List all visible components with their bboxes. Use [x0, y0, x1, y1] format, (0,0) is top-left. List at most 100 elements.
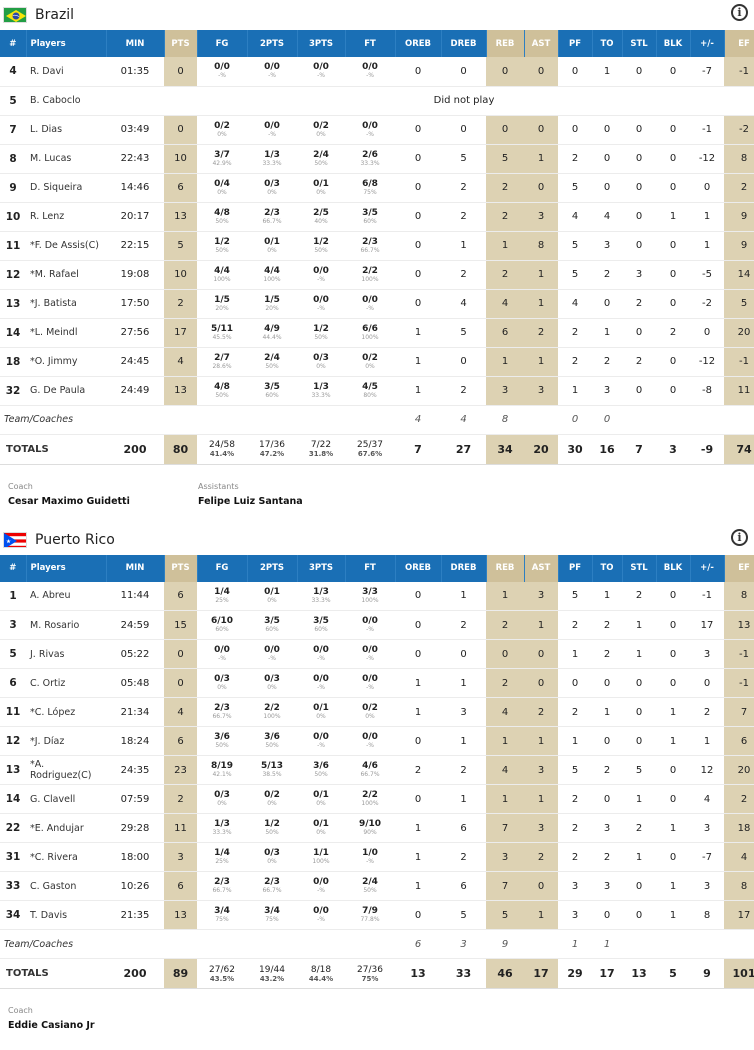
- column-header[interactable]: MIN: [106, 554, 165, 582]
- column-header[interactable]: FG: [197, 30, 248, 57]
- stat-pts: 23: [164, 755, 197, 785]
- player-name-link[interactable]: C. Gaston: [26, 871, 106, 901]
- column-header[interactable]: REB: [486, 30, 525, 57]
- stat-oreb: 0: [395, 144, 441, 174]
- player-name-link[interactable]: T. Davis: [26, 900, 106, 930]
- info-icon[interactable]: i: [731, 528, 748, 546]
- player-name-link[interactable]: *L. Meindl: [26, 318, 106, 348]
- column-header[interactable]: PTS: [164, 30, 198, 57]
- stat-to: 0: [592, 289, 622, 319]
- column-header[interactable]: DREB: [441, 30, 487, 57]
- column-header[interactable]: TO: [592, 554, 623, 582]
- player-name-link[interactable]: D. Siqueira: [26, 173, 106, 203]
- column-header[interactable]: AST: [524, 554, 559, 582]
- player-name-link[interactable]: *F. De Assis(C): [26, 231, 106, 261]
- player-name-link[interactable]: *A. Rodriguez(C): [26, 755, 106, 785]
- column-header[interactable]: TO: [592, 30, 623, 57]
- stat-ef: 8: [724, 581, 754, 611]
- info-icon[interactable]: i: [731, 4, 748, 21]
- player-name-link[interactable]: *E. Andujar: [26, 813, 106, 843]
- player-name-link[interactable]: G. De Paula: [26, 376, 106, 406]
- player-name-link[interactable]: *C. Rivera: [26, 842, 106, 872]
- stat-made-attempted: 0/0: [214, 645, 230, 655]
- column-header[interactable]: PTS: [164, 554, 198, 582]
- stat-percentage: 66.7%: [262, 887, 282, 894]
- stat-percentage: 0%: [267, 246, 277, 254]
- column-header[interactable]: BLK: [656, 554, 691, 582]
- player-name-link[interactable]: M. Lucas: [26, 144, 106, 174]
- column-header[interactable]: FT: [345, 554, 396, 582]
- player-name-link[interactable]: C. Ortiz: [26, 668, 106, 698]
- column-header[interactable]: #: [0, 554, 27, 582]
- stat-made-attempted: 3/6: [264, 732, 280, 742]
- column-header[interactable]: 2PTS: [247, 554, 298, 582]
- player-name-link[interactable]: R. Lenz: [26, 202, 106, 232]
- column-header[interactable]: REB: [486, 554, 525, 582]
- column-header[interactable]: EF: [724, 30, 754, 57]
- column-header[interactable]: +/-: [690, 30, 725, 57]
- column-header[interactable]: Players: [26, 554, 107, 582]
- column-header[interactable]: STL: [622, 554, 657, 582]
- player-name-link[interactable]: L. Dias: [26, 115, 106, 145]
- column-header[interactable]: PF: [558, 30, 593, 57]
- column-header[interactable]: DREB: [441, 554, 487, 582]
- player-name-link[interactable]: *C. López: [26, 697, 106, 727]
- column-header[interactable]: #: [0, 30, 27, 57]
- player-name-link[interactable]: *M. Rafael: [26, 260, 106, 290]
- stat-pts: 13: [164, 900, 197, 930]
- column-header[interactable]: Players: [26, 30, 107, 57]
- player-number: 11: [0, 231, 26, 261]
- player-name-link[interactable]: R. Davi: [26, 57, 106, 87]
- column-header[interactable]: PF: [558, 554, 593, 582]
- player-name-link[interactable]: A. Abreu: [26, 581, 106, 611]
- stat-percentage: 0%: [316, 362, 326, 370]
- stat-pm: -1: [690, 581, 724, 611]
- stat-pf: 5: [558, 173, 592, 203]
- column-header[interactable]: FG: [197, 554, 248, 582]
- player-number: 3: [0, 610, 26, 640]
- column-header[interactable]: MIN: [106, 30, 165, 57]
- stat-pm: 4: [690, 784, 724, 814]
- column-header[interactable]: EF: [724, 554, 754, 582]
- column-header[interactable]: AST: [524, 30, 559, 57]
- column-header[interactable]: FT: [345, 30, 396, 57]
- stat-p2: 0/2 0%: [247, 784, 297, 814]
- stat-dreb: 2: [441, 260, 486, 290]
- stat-blk: 0: [656, 842, 690, 872]
- stat-percentage: -%: [366, 684, 374, 691]
- column-header[interactable]: 3PTS: [297, 30, 346, 57]
- team-coaches-label: Team/Coaches: [0, 929, 106, 959]
- stat-fg: 1/2 50%: [197, 231, 247, 261]
- stat-p2: 3/6 50%: [247, 726, 297, 756]
- empty-cell: [247, 929, 297, 959]
- player-name-link[interactable]: G. Clavell: [26, 784, 106, 814]
- stat-stl: 2: [622, 813, 656, 843]
- stat-pts: 6: [164, 173, 197, 203]
- stat-pts: 6: [164, 581, 197, 611]
- player-name-link[interactable]: *J. Batista: [26, 289, 106, 319]
- stat-oreb: 1: [395, 813, 441, 843]
- player-name-link[interactable]: B. Caboclo: [26, 86, 106, 116]
- player-name-link[interactable]: *J. Díaz: [26, 726, 106, 756]
- stat-reb: 3: [486, 376, 524, 406]
- stat-dreb: 3: [441, 697, 486, 727]
- column-header[interactable]: 3PTS: [297, 554, 346, 582]
- column-header[interactable]: +/-: [690, 554, 725, 582]
- column-header[interactable]: OREB: [395, 30, 442, 57]
- coach-name: Felipe Luiz Santana: [198, 495, 303, 507]
- stat-percentage: 100%: [263, 275, 281, 283]
- player-name-link[interactable]: M. Rosario: [26, 610, 106, 640]
- stat-ft: 4/6 66.7%: [345, 755, 395, 785]
- stat-ft: 2/6 33.3%: [345, 144, 395, 174]
- stat-ast: 1: [524, 260, 558, 290]
- player-name-link[interactable]: *O. Jimmy: [26, 347, 106, 377]
- stat-stl: 0: [622, 376, 656, 406]
- column-header[interactable]: 2PTS: [247, 30, 298, 57]
- stat-ast: 1: [524, 347, 558, 377]
- column-header[interactable]: OREB: [395, 554, 442, 582]
- stat-pm: 3: [690, 639, 724, 669]
- stat-pm: -8: [690, 376, 724, 406]
- column-header[interactable]: STL: [622, 30, 657, 57]
- column-header[interactable]: BLK: [656, 30, 691, 57]
- player-name-link[interactable]: J. Rivas: [26, 639, 106, 669]
